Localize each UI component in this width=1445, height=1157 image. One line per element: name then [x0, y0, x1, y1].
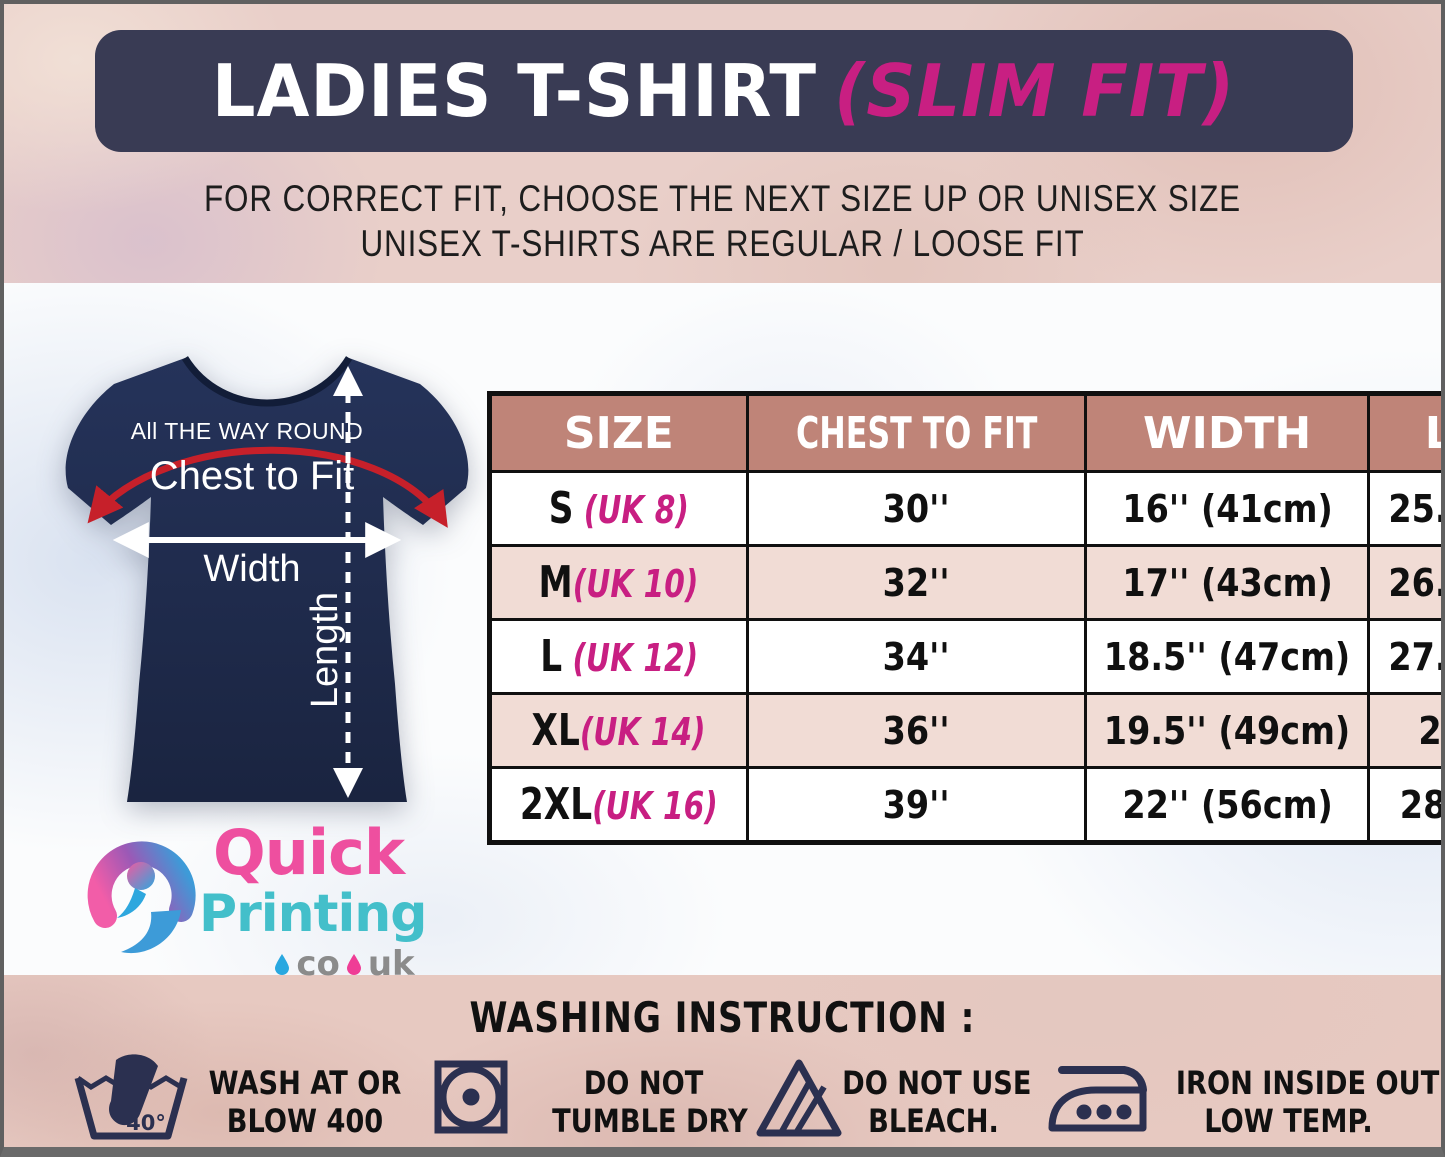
quickprinting-logo-icon: [87, 841, 196, 954]
iron-inside-out-icon: [1048, 1066, 1147, 1132]
washing-instruction-title: WASHING INSTRUCTION :: [469, 993, 976, 1042]
length-value: 28.5'' (72cm): [1400, 782, 1445, 827]
length-value: 25.25'' (64cm): [1388, 486, 1445, 531]
length-value: 28'' (64cm): [1418, 708, 1442, 753]
col-header-length: LENGTH: [1367, 392, 1441, 473]
all-the-way-round-label: All THE WAY ROUND: [130, 418, 364, 444]
size-value: M: [538, 557, 574, 608]
uk-size-value: (UK 14): [580, 710, 706, 754]
chest-value: 36'': [882, 708, 950, 753]
size-table-row: S (UK 8) 30'' 16'' (41cm) 25.25'' (64cm): [488, 470, 1445, 547]
uk-size-value: (UK 12): [561, 636, 698, 680]
title-banner: LADIES T-SHIRT (SLIM FIT): [95, 30, 1353, 152]
width-value: 19.5'' (49cm): [1103, 708, 1351, 753]
chest-value: 30'': [882, 486, 950, 531]
size-table-body: S (UK 8) 30'' 16'' (41cm) 25.25'' (64cm)…: [488, 470, 1445, 844]
size-table-header-row: SIZE CHEST TO FIT WIDTH LENGTH: [488, 392, 1441, 473]
tshirt-measurement-diagram: All THE WAY ROUND Chest to Fit Width Len…: [52, 332, 482, 822]
fit-note-line2: UNISEX T-SHIRTS ARE REGULAR / LOOSE FIT: [360, 223, 1085, 264]
pink-drop-icon: [346, 953, 361, 975]
col-header-size: SIZE: [488, 392, 749, 473]
tshirt-neckline: [182, 356, 352, 407]
length-value: 27.25'' (69cm): [1388, 634, 1445, 679]
logo-tld-co: co: [296, 944, 340, 984]
uk-size-value: (UK 10): [573, 562, 699, 606]
tshirt-illustration: [65, 356, 469, 802]
wash-temp-label: 40°: [126, 1111, 166, 1135]
uk-size-value: (UK 8): [573, 488, 689, 532]
col-header-chest: CHEST TO FIT: [745, 392, 1088, 473]
title-main: LADIES T-SHIRT: [212, 49, 818, 133]
title-accent: (SLIM FIT): [834, 49, 1236, 133]
size-table-row: XL(UK 14) 36'' 19.5'' (49cm) 28'' (64cm): [488, 692, 1442, 769]
logo-word-printing: Printing: [199, 884, 428, 944]
col-header-width: WIDTH: [1084, 392, 1371, 473]
wash-label-2: DO NOT TUMBLE DRY: [552, 1064, 748, 1140]
width-label: Width: [203, 548, 301, 590]
chest-value: 32'': [882, 560, 950, 605]
size-table-row: 2XL(UK 16) 39'' 22'' (56cm) 28.5'' (72cm…: [488, 766, 1445, 844]
size-value: 2XL: [519, 779, 593, 830]
chest-value: 34'': [882, 634, 950, 679]
size-value: XL: [531, 705, 581, 756]
blue-drop-icon: [275, 953, 290, 975]
do-not-tumble-dry-icon: [434, 1060, 508, 1134]
size-table-row: M(UK 10) 32'' 17'' (43cm) 26.25'' (64cm): [488, 544, 1445, 621]
fit-note-line1: FOR CORRECT FIT, CHOOSE THE NEXT SIZE UP…: [203, 178, 1241, 219]
logo-tld-uk: uk: [367, 944, 415, 984]
width-value: 16'' (41cm): [1121, 486, 1333, 531]
page-title: LADIES T-SHIRT (SLIM FIT): [212, 49, 1235, 133]
chest-measure-arc: [87, 446, 448, 528]
width-value: 22'' (56cm): [1121, 782, 1333, 827]
size-value: S: [548, 483, 574, 534]
do-not-bleach-icon: [756, 1059, 842, 1137]
wash-label-4: IRON INSIDE OUT LOW TEMP.: [1175, 1064, 1440, 1140]
size-value: L: [539, 631, 562, 682]
length-value: 26.25'' (64cm): [1388, 560, 1445, 605]
size-table-row: L (UK 12) 34'' 18.5'' (47cm) 27.25'' (69…: [488, 618, 1445, 695]
logo-domain: co uk: [225, 944, 465, 984]
uk-size-value: (UK 16): [592, 784, 718, 828]
hand-wash-40-icon: 40°: [74, 1054, 188, 1140]
wash-label-1: WASH AT OR BLOW 400: [208, 1064, 402, 1140]
wash-label-3: DO NOT USE BLEACH.: [842, 1064, 1032, 1140]
logo-word-quick: Quick: [213, 816, 405, 889]
size-table: SIZE CHEST TO FIT WIDTH LENGTH S (UK 8) …: [487, 391, 1445, 845]
quickprinting-logo: Quick Printing co uk: [85, 816, 495, 984]
chest-to-fit-label: Chest to Fit: [149, 454, 355, 498]
width-value: 17'' (43cm): [1121, 560, 1333, 605]
fit-note: FOR CORRECT FIT, CHOOSE THE NEXT SIZE UP…: [4, 176, 1441, 266]
length-label: Length: [304, 591, 346, 709]
width-value: 18.5'' (47cm): [1103, 634, 1351, 679]
chest-value: 39'': [882, 782, 950, 827]
watercolor-band-bottom: [4, 975, 1441, 1147]
